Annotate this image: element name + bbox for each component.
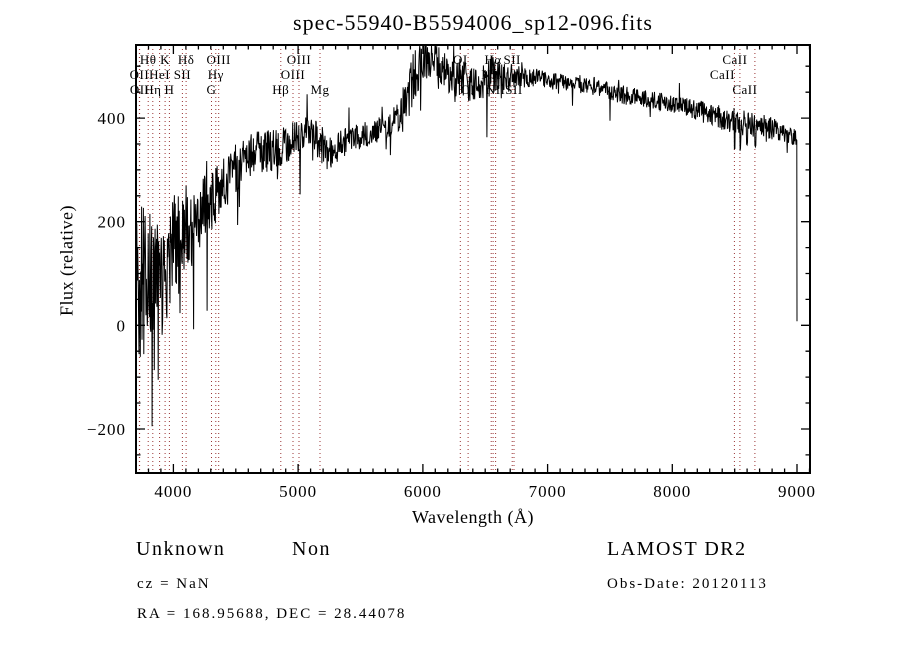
spectral-line-label: Hγ <box>208 67 224 82</box>
spectral-line-label: OIII <box>207 52 231 67</box>
x-axis-title: Wavelength (Å) <box>411 507 534 527</box>
spectral-line-label: OII <box>130 82 150 97</box>
survey-release-label: LAMOST DR2 <box>607 538 747 560</box>
spectral-line-label: CaII <box>732 82 757 97</box>
ra-dec-label: RA = 168.95688, DEC = 28.44078 <box>137 606 407 622</box>
y-tick-label: −200 <box>87 420 126 439</box>
x-tick-label: 5000 <box>279 482 317 501</box>
object-class-label: Unknown <box>136 538 226 560</box>
spectral-line-label: Hβ <box>272 82 289 97</box>
y-tick-label: 0 <box>117 316 127 335</box>
spectral-line-label: SII <box>504 52 521 67</box>
x-tick-label: 8000 <box>653 482 691 501</box>
obs-date-label: Obs-Date: 20120113 <box>607 576 768 592</box>
spectral-line-label: HeI <box>149 67 170 82</box>
y-tick-label: 400 <box>98 109 127 128</box>
object-subclass-label: Non <box>292 538 331 560</box>
redshift-velocity-label: cz = NaN <box>137 576 211 592</box>
spectral-line-label: CaII <box>722 52 747 67</box>
spectral-line-label: OIII <box>281 67 305 82</box>
spectral-line-label: OII <box>130 67 150 82</box>
spectral-line-label: OIII <box>287 52 311 67</box>
axis-ticks <box>135 45 811 473</box>
y-axis-title: Flux (relative) <box>56 205 77 316</box>
spectral-line-label: CaII <box>710 67 735 82</box>
x-tick-label: 7000 <box>529 482 567 501</box>
spectral-line-label: Mg <box>310 82 329 97</box>
spectral-line-label: Hθ <box>140 52 157 67</box>
x-tick-label: 9000 <box>778 482 816 501</box>
page-title: spec-55940-B5594006_sp12-096.fits <box>293 10 653 35</box>
spectrum-trace <box>136 45 798 427</box>
x-tick-label: 6000 <box>404 482 442 501</box>
spectral-line-label: G <box>207 82 217 97</box>
spectral-line-label: H <box>164 82 174 97</box>
spectral-line-label: K <box>160 52 170 67</box>
y-tick-label: 200 <box>98 213 127 232</box>
spectral-line-label: Hη <box>144 82 161 97</box>
spectral-line-label: SII <box>174 67 191 82</box>
plot-frame <box>135 44 811 474</box>
spectral-line-label: Hδ <box>178 52 195 67</box>
x-tick-label: 4000 <box>154 482 192 501</box>
